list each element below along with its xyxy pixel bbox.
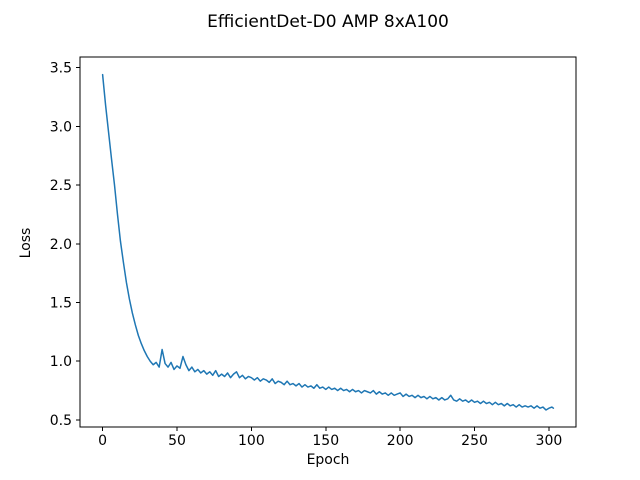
y-tick-label: 1.5	[50, 295, 72, 311]
x-axis-label: Epoch	[306, 452, 350, 468]
x-tick-label: 50	[168, 433, 186, 449]
x-tick-label: 200	[387, 433, 414, 449]
axes-frame	[79, 56, 577, 428]
y-tick-label: 2.5	[50, 178, 72, 194]
y-tick-label: 2.0	[50, 237, 72, 253]
y-tick-label: 0.5	[50, 413, 72, 429]
y-tick-label: 1.0	[50, 354, 72, 370]
x-tick-label: 0	[98, 433, 107, 449]
x-tick-label: 150	[312, 433, 339, 449]
y-axis-label: Loss	[18, 227, 34, 259]
chart-title: EfficientDet-D0 AMP 8xA100	[207, 12, 449, 32]
x-tick-label: 300	[536, 433, 563, 449]
loss-line-training-loss	[101, 73, 555, 411]
x-tick-label: 250	[461, 433, 488, 449]
y-tick-label: 3.5	[50, 61, 72, 77]
y-tick-label: 3.0	[50, 119, 72, 135]
x-tick-label: 100	[238, 433, 265, 449]
